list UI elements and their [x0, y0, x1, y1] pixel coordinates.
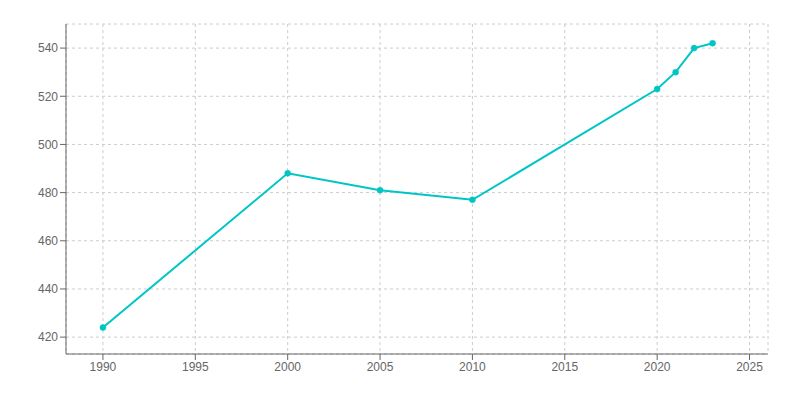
svg-text:2005: 2005 [367, 360, 394, 374]
svg-text:420: 420 [38, 330, 58, 344]
svg-text:480: 480 [38, 186, 58, 200]
svg-text:500: 500 [38, 138, 58, 152]
svg-text:440: 440 [38, 282, 58, 296]
svg-text:1990: 1990 [90, 360, 117, 374]
svg-text:1995: 1995 [182, 360, 209, 374]
svg-text:2010: 2010 [459, 360, 486, 374]
svg-text:2025: 2025 [736, 360, 763, 374]
svg-text:460: 460 [38, 234, 58, 248]
svg-text:520: 520 [38, 90, 58, 104]
svg-text:2015: 2015 [551, 360, 578, 374]
svg-text:2000: 2000 [274, 360, 301, 374]
svg-text:540: 540 [38, 41, 58, 55]
svg-text:2020: 2020 [644, 360, 671, 374]
